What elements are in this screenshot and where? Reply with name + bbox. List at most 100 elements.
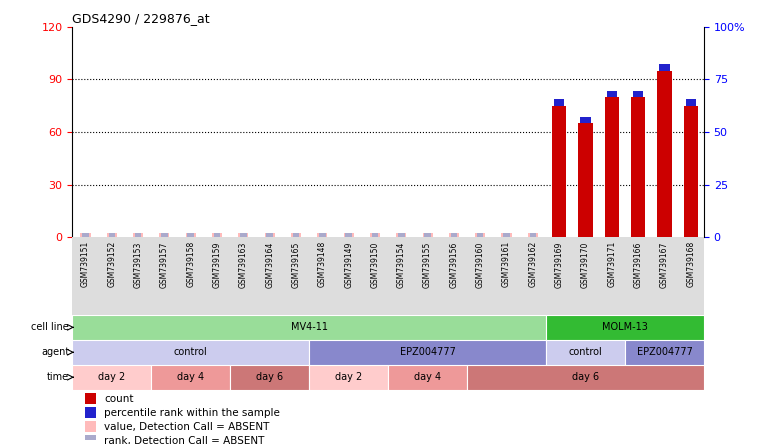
Bar: [530, 233, 536, 237]
Bar: [214, 233, 220, 237]
Text: time: time: [47, 372, 69, 382]
Bar: [388, 365, 467, 390]
Bar: [107, 233, 117, 237]
Bar: [370, 233, 380, 237]
Bar: [467, 365, 704, 390]
Bar: [81, 233, 91, 237]
Text: control: control: [568, 347, 603, 357]
Bar: [135, 233, 142, 237]
Bar: [265, 233, 275, 237]
Text: day 6: day 6: [572, 372, 599, 382]
Text: GSM739149: GSM739149: [344, 241, 353, 288]
Text: GSM739159: GSM739159: [212, 241, 221, 288]
Bar: [633, 91, 643, 97]
Text: rank, Detection Call = ABSENT: rank, Detection Call = ABSENT: [103, 436, 264, 444]
Text: GSM739167: GSM739167: [660, 241, 669, 288]
Bar: [72, 340, 309, 365]
Text: GSM739165: GSM739165: [291, 241, 301, 288]
Bar: [503, 233, 510, 237]
Text: GSM739169: GSM739169: [555, 241, 564, 288]
Text: GSM739170: GSM739170: [581, 241, 590, 288]
Bar: [449, 233, 459, 237]
Text: control: control: [174, 347, 208, 357]
Text: GSM739166: GSM739166: [634, 241, 642, 288]
Bar: [475, 233, 486, 237]
Bar: [240, 233, 247, 237]
Text: GSM739160: GSM739160: [476, 241, 485, 288]
Bar: [631, 97, 645, 237]
Bar: [581, 117, 591, 123]
Bar: [72, 315, 546, 340]
Bar: [159, 233, 170, 237]
Bar: [398, 233, 405, 237]
Text: GSM739156: GSM739156: [450, 241, 458, 288]
Bar: [607, 91, 617, 97]
Bar: [546, 315, 704, 340]
Bar: [683, 106, 698, 237]
Bar: [396, 233, 406, 237]
Bar: [546, 340, 625, 365]
Text: value, Detection Call = ABSENT: value, Detection Call = ABSENT: [103, 422, 269, 432]
Text: GSM739168: GSM739168: [686, 241, 696, 287]
Text: day 4: day 4: [177, 372, 204, 382]
Text: count: count: [103, 394, 133, 404]
Bar: [151, 365, 231, 390]
Bar: [317, 233, 327, 237]
Bar: [425, 233, 431, 237]
Bar: [109, 233, 115, 237]
Bar: [186, 233, 196, 237]
Bar: [72, 365, 151, 390]
Bar: [133, 233, 143, 237]
Bar: [578, 123, 593, 237]
Text: GSM739163: GSM739163: [239, 241, 248, 288]
Bar: [309, 365, 388, 390]
Text: GSM739155: GSM739155: [423, 241, 432, 288]
Text: GSM739162: GSM739162: [528, 241, 537, 287]
Bar: [309, 340, 546, 365]
Text: GSM739161: GSM739161: [502, 241, 511, 287]
Bar: [266, 233, 273, 237]
Bar: [291, 233, 301, 237]
Text: GSM739154: GSM739154: [396, 241, 406, 288]
Bar: [451, 233, 457, 237]
Bar: [501, 233, 511, 237]
Bar: [554, 99, 564, 106]
Text: day 4: day 4: [414, 372, 441, 382]
Text: GSM739171: GSM739171: [607, 241, 616, 287]
Text: day 2: day 2: [335, 372, 362, 382]
Text: GDS4290 / 229876_at: GDS4290 / 229876_at: [72, 12, 210, 25]
Text: EPZ004777: EPZ004777: [400, 347, 456, 357]
Bar: [231, 365, 309, 390]
Bar: [477, 233, 483, 237]
Bar: [85, 407, 97, 418]
Bar: [82, 233, 89, 237]
Bar: [319, 233, 326, 237]
Bar: [212, 233, 222, 237]
Bar: [85, 393, 97, 404]
Bar: [161, 233, 167, 237]
Text: day 6: day 6: [256, 372, 283, 382]
Bar: [659, 64, 670, 71]
Bar: [528, 233, 538, 237]
Text: GSM739158: GSM739158: [186, 241, 196, 287]
Bar: [238, 233, 248, 237]
Bar: [552, 106, 566, 237]
Text: cell line: cell line: [31, 322, 69, 332]
Bar: [658, 71, 672, 237]
Bar: [293, 233, 299, 237]
Bar: [625, 340, 704, 365]
Text: GSM739148: GSM739148: [318, 241, 326, 287]
Text: MOLM-13: MOLM-13: [602, 322, 648, 332]
Bar: [371, 233, 378, 237]
Text: EPZ004777: EPZ004777: [636, 347, 693, 357]
Text: GSM739157: GSM739157: [160, 241, 169, 288]
Bar: [604, 97, 619, 237]
Text: GSM739151: GSM739151: [81, 241, 90, 287]
Bar: [345, 233, 352, 237]
Text: percentile rank within the sample: percentile rank within the sample: [103, 408, 280, 418]
Text: GSM739150: GSM739150: [371, 241, 380, 288]
Text: GSM739152: GSM739152: [107, 241, 116, 287]
Bar: [343, 233, 354, 237]
Text: GSM739164: GSM739164: [265, 241, 274, 288]
Bar: [422, 233, 433, 237]
